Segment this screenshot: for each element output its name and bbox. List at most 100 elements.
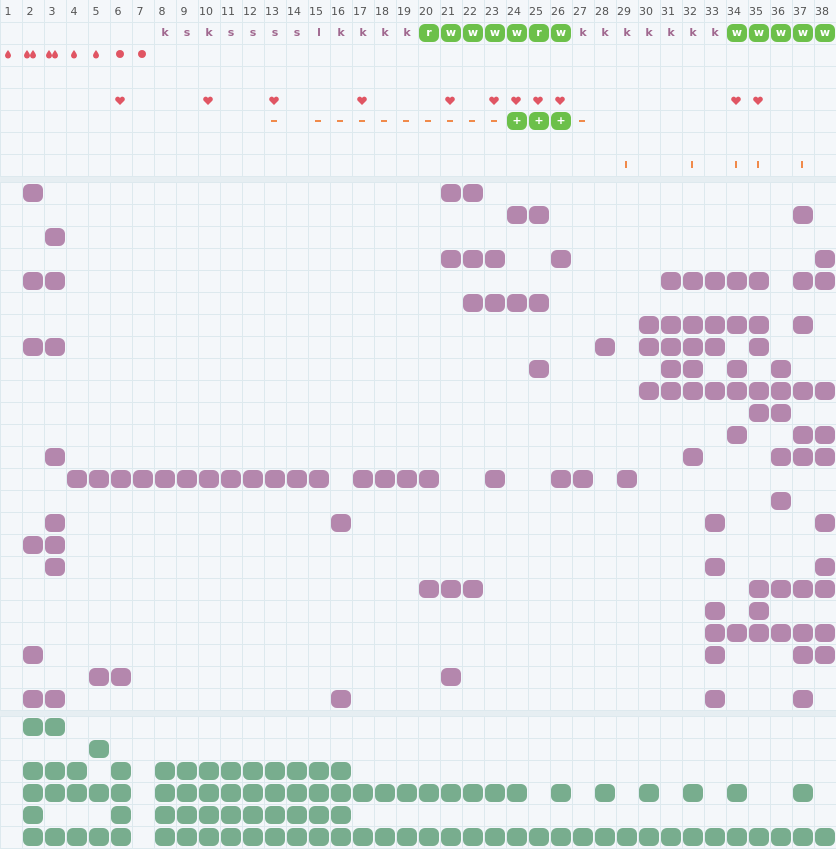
green-blob xyxy=(287,762,307,780)
green-blob xyxy=(793,828,813,846)
purple-blob xyxy=(661,316,681,334)
purple-blob xyxy=(683,272,703,290)
purple-blob xyxy=(661,338,681,356)
purple-blob xyxy=(793,448,813,466)
drop xyxy=(5,50,11,59)
letter: k xyxy=(601,26,609,39)
purple-blob xyxy=(749,580,769,598)
heart xyxy=(753,96,763,105)
badge xyxy=(793,24,813,42)
purple-blob xyxy=(639,338,659,356)
purple-blob xyxy=(485,294,505,312)
purple-blob xyxy=(265,470,285,488)
green-blob xyxy=(551,828,571,846)
badge-letter: r xyxy=(536,26,542,39)
green-blob xyxy=(23,806,43,824)
column-number: 28 xyxy=(595,5,609,18)
green-blob xyxy=(243,806,263,824)
purple-blob xyxy=(793,624,813,642)
purple-blob xyxy=(23,536,43,554)
column-number: 5 xyxy=(93,5,100,18)
purple-blob xyxy=(45,690,65,708)
column-number: 13 xyxy=(265,5,279,18)
green-blob xyxy=(23,828,43,846)
green-blob xyxy=(111,784,131,802)
purple-blob xyxy=(23,338,43,356)
purple-blob xyxy=(705,514,725,532)
purple-blob xyxy=(749,272,769,290)
heart xyxy=(555,96,565,105)
plus-sign: + xyxy=(512,114,521,127)
badge-letter: w xyxy=(754,26,764,39)
letter: s xyxy=(272,26,279,39)
purple-blob xyxy=(705,558,725,576)
green-blob xyxy=(155,784,175,802)
purple-blob xyxy=(749,602,769,620)
badge-letter: w xyxy=(820,26,830,39)
separator xyxy=(0,177,836,182)
purple-blob xyxy=(815,558,835,576)
purple-blob xyxy=(67,470,87,488)
badge-letter: w xyxy=(446,26,456,39)
green-blob xyxy=(375,784,395,802)
column-number: 1 xyxy=(5,5,12,18)
purple-blob xyxy=(507,206,527,224)
purple-blob xyxy=(749,624,769,642)
purple-blob xyxy=(705,646,725,664)
purple-blob xyxy=(727,360,747,378)
green-blob xyxy=(67,762,87,780)
green-blob xyxy=(331,828,351,846)
green-blob xyxy=(309,762,329,780)
heart xyxy=(731,96,741,105)
heart xyxy=(357,96,367,105)
purple-blob xyxy=(507,294,527,312)
badge-letter: w xyxy=(512,26,522,39)
purple-blob xyxy=(683,316,703,334)
dot xyxy=(138,50,146,58)
heart xyxy=(533,96,543,105)
dot xyxy=(116,50,124,58)
green-blob xyxy=(375,828,395,846)
green-blob xyxy=(463,784,483,802)
column-number: 20 xyxy=(419,5,433,18)
purple-blob xyxy=(705,338,725,356)
green-blob xyxy=(727,784,747,802)
green-blob xyxy=(155,828,175,846)
green-blob xyxy=(177,784,197,802)
purple-blob xyxy=(771,580,791,598)
column-number: 6 xyxy=(115,5,122,18)
column-number: 26 xyxy=(551,5,565,18)
letter: k xyxy=(403,26,411,39)
column-number: 36 xyxy=(771,5,785,18)
badge-letter: w xyxy=(798,26,808,39)
purple-blob xyxy=(661,360,681,378)
purple-blob xyxy=(45,514,65,532)
purple-blob xyxy=(705,602,725,620)
purple-blob xyxy=(551,250,571,268)
purple-blob xyxy=(661,382,681,400)
green-blob xyxy=(265,806,285,824)
badge xyxy=(419,24,439,42)
column-number: 23 xyxy=(485,5,499,18)
drop xyxy=(71,50,77,59)
green-blob xyxy=(353,828,373,846)
purple-blob xyxy=(463,250,483,268)
purple-blob xyxy=(793,382,813,400)
green-blob xyxy=(45,828,65,846)
letter: k xyxy=(711,26,719,39)
purple-blob xyxy=(793,580,813,598)
green-blob xyxy=(177,762,197,780)
purple-blob xyxy=(683,382,703,400)
green-blob xyxy=(243,828,263,846)
green-blob xyxy=(45,784,65,802)
badge-letter: w xyxy=(490,26,500,39)
column-number: 9 xyxy=(181,5,188,18)
purple-blob xyxy=(419,470,439,488)
green-blob xyxy=(309,806,329,824)
badge-letter: w xyxy=(556,26,566,39)
green-blob xyxy=(507,784,527,802)
purple-blob xyxy=(815,448,835,466)
purple-blob xyxy=(441,184,461,202)
purple-blob xyxy=(45,228,65,246)
